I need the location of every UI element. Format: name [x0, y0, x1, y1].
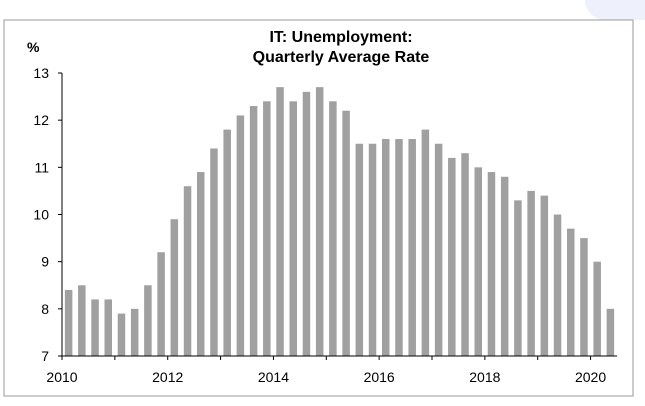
bar [223, 130, 231, 356]
y-tick-label: 11 [34, 159, 49, 175]
bar [171, 219, 179, 356]
bar [488, 172, 496, 356]
y-axis-unit-label: % [27, 39, 40, 55]
bar [475, 167, 483, 356]
bar [593, 262, 601, 356]
bar [316, 87, 324, 356]
bar [105, 299, 113, 356]
y-tick-label: 7 [41, 348, 49, 364]
bar [554, 215, 562, 357]
chart-title: IT: Unemployment: [269, 29, 412, 46]
bar-series [65, 87, 614, 356]
x-tick-label: 2018 [469, 369, 500, 385]
bar [395, 139, 403, 356]
x-tick-label: 2020 [575, 369, 606, 385]
bar [237, 115, 245, 356]
chart-subtitle: Quarterly Average Rate [253, 49, 430, 66]
bar [580, 238, 588, 356]
y-tick-label: 10 [33, 207, 49, 223]
bar [118, 314, 126, 356]
bar [527, 191, 535, 356]
bar [422, 130, 430, 356]
y-tick-label: 13 [33, 65, 49, 81]
bar [303, 92, 311, 356]
x-tick-label: 2012 [152, 369, 183, 385]
y-tick-label: 8 [41, 301, 49, 317]
y-tick-label: 12 [33, 112, 49, 128]
bar [514, 200, 522, 356]
bar [276, 87, 284, 356]
bar [210, 148, 218, 356]
bar [250, 106, 257, 356]
bar [197, 172, 205, 356]
bar [541, 196, 549, 356]
bar [342, 111, 350, 356]
bar [461, 153, 469, 356]
bar [448, 158, 456, 356]
bar [329, 101, 337, 356]
bar [369, 144, 377, 356]
bar [408, 139, 416, 356]
bar [131, 309, 139, 356]
bar [290, 101, 298, 356]
bar [65, 290, 73, 356]
bar [435, 144, 443, 356]
bar [607, 309, 615, 356]
x-tick-label: 2016 [364, 369, 395, 385]
bar [91, 299, 99, 356]
bar [501, 177, 509, 356]
bar [263, 101, 271, 356]
y-tick-label: 9 [41, 254, 49, 270]
bar [157, 252, 165, 356]
bar [184, 186, 192, 356]
bar [382, 139, 390, 356]
bar [356, 144, 364, 356]
bar [78, 285, 86, 356]
bar [567, 229, 575, 356]
x-tick-label: 2014 [258, 369, 289, 385]
bar [144, 285, 152, 356]
x-tick-label: 2010 [46, 369, 77, 385]
